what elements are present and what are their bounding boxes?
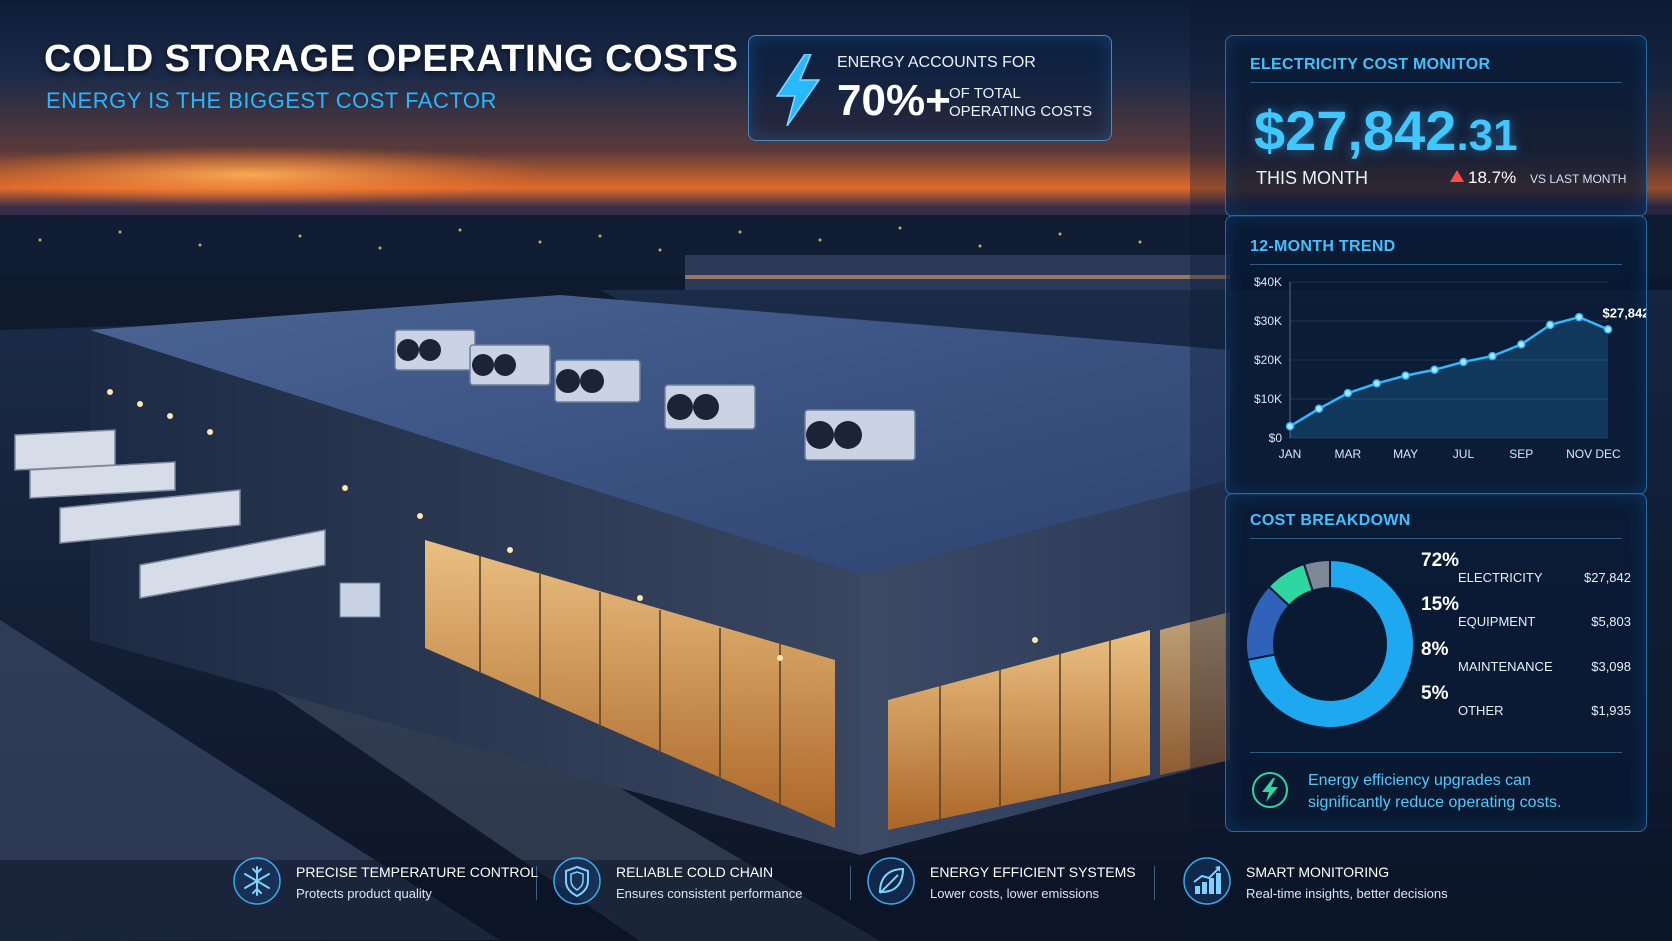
y-tick-label: $20K [1254, 353, 1282, 367]
cost-breakdown-panel: COST BREAKDOWN 72% ELECTRICITY $27,842 1… [1225, 493, 1647, 832]
breakdown-label: EQUIPMENT [1458, 614, 1536, 629]
data-point [1488, 351, 1497, 361]
energy-callout-tail-line1: OF TOTAL [949, 85, 1021, 102]
breakdown-value: $5,803 [1591, 614, 1631, 629]
trend-title: 12-MONTH TREND [1250, 238, 1396, 255]
amount-dollars: $27,842 [1254, 99, 1457, 162]
data-point [1285, 422, 1295, 431]
energy-callout-lead: ENERGY ACCOUNTS FOR [837, 54, 1036, 71]
data-point [1401, 371, 1410, 380]
feature-title: PRECISE TEMPERATURE CONTROL [296, 864, 539, 880]
feature-subtitle: Protects product quality [296, 886, 432, 901]
period-label: THIS MONTH [1256, 168, 1368, 188]
arrow-up-icon [1450, 170, 1464, 182]
data-point [1517, 340, 1526, 349]
data-point [1545, 320, 1555, 330]
x-tick-label: JUL [1453, 447, 1475, 461]
page-title: COLD STORAGE OPERATING COSTS [44, 38, 739, 80]
data-point [1459, 357, 1468, 367]
breakdown-pct: 5% [1421, 683, 1449, 704]
shield-icon [553, 857, 601, 905]
breakdown-label: MAINTENANCE [1458, 659, 1553, 674]
divider [1154, 866, 1155, 900]
trend-panel: 12-MONTH TREND $0 $10K $20K $30K $40K JAN MAR M… [1225, 215, 1647, 495]
feature-subtitle: Ensures consistent performance [616, 886, 803, 901]
trend-line-chart: $0 $10K $20K $30K $40K JAN MAR MAY JUL SEP NOV DEC $… [1254, 275, 1647, 461]
breakdown-value: $27,842 [1584, 570, 1631, 585]
breakdown-label: OTHER [1458, 703, 1504, 718]
lightning-bolt-icon [775, 54, 821, 126]
efficiency-tip: Energy efficiency upgrades can significa… [1308, 770, 1628, 814]
x-tick-label: MAY [1393, 447, 1418, 461]
x-tick-label: JAN [1279, 447, 1302, 461]
amount-cents: .31 [1456, 111, 1518, 160]
trend-line [1289, 315, 1609, 428]
energy-share-callout: ENERGY ACCOUNTS FOR 70%+ OF TOTAL OPERAT… [748, 35, 1112, 141]
feature-title: ENERGY EFFICIENT SYSTEMS [930, 864, 1136, 880]
efficiency-tip-line1: Energy efficiency upgrades can [1308, 772, 1531, 789]
donut-slice-electricity [1246, 558, 1415, 729]
energy-callout-tail: OF TOTAL OPERATING COSTS [949, 85, 1092, 121]
divider [1250, 264, 1622, 265]
energy-callout-tail-line2: OPERATING COSTS [949, 103, 1093, 120]
monitor-title: ELECTRICITY COST MONITOR [1250, 56, 1491, 73]
monthly-cost-amount: $27,842.31 [1254, 98, 1518, 163]
leaf-icon [867, 857, 915, 905]
data-point [1430, 365, 1439, 374]
breakdown-value: $3,098 [1591, 659, 1631, 674]
breakdown-row-maintenance: 8% MAINTENANCE $3,098 [1421, 639, 1631, 679]
breakdown-row-electricity: 72% ELECTRICITY $27,842 [1421, 550, 1631, 590]
x-tick-label: NOV [1566, 447, 1592, 461]
donut-hole [1275, 589, 1385, 699]
end-value-label: $27,842 [1603, 305, 1647, 320]
change-indicator: 18.7% [1450, 168, 1516, 188]
breakdown-row-other: 5% OTHER $1,935 [1421, 683, 1631, 723]
chart-growth-icon [1183, 857, 1231, 905]
cost-breakdown-donut-chart [1245, 558, 1415, 729]
data-point [1603, 325, 1613, 334]
breakdown-label: ELECTRICITY [1458, 570, 1543, 585]
efficiency-tip-line2: significantly reduce operating costs. [1308, 794, 1562, 811]
change-value: 18.7% [1468, 168, 1517, 187]
breakdown-pct: 8% [1421, 639, 1449, 660]
data-point [1314, 404, 1324, 413]
y-tick-label: $30K [1254, 314, 1282, 328]
energy-share-value: 70%+ [837, 76, 951, 125]
breakdown-pct: 72% [1421, 550, 1460, 571]
feature-subtitle: Lower costs, lower emissions [930, 886, 1100, 901]
electricity-cost-monitor-panel: ELECTRICITY COST MONITOR $27,842.31 THIS… [1225, 35, 1647, 217]
y-tick-label: $10K [1254, 392, 1282, 406]
comparison-label: VS LAST MONTH [1530, 172, 1627, 186]
feature-title: RELIABLE COLD CHAIN [616, 864, 774, 880]
breakdown-row-equipment: 15% EQUIPMENT $5,803 [1421, 594, 1631, 634]
x-tick-label: DEC [1595, 447, 1621, 461]
y-tick-label: $40K [1254, 275, 1282, 289]
feature-title: SMART MONITORING [1246, 864, 1390, 880]
snowflake-icon [233, 857, 281, 905]
divider [536, 866, 537, 900]
data-point [1574, 312, 1584, 322]
data-point [1372, 379, 1381, 388]
divider [1250, 752, 1622, 753]
divider [1250, 538, 1622, 539]
trend-area [1290, 317, 1608, 438]
donut-slice-other [1302, 558, 1331, 593]
divider [1250, 82, 1622, 83]
x-tick-label: SEP [1509, 447, 1533, 461]
breakdown-title: COST BREAKDOWN [1250, 512, 1411, 529]
x-tick-label: MAR [1334, 447, 1361, 461]
breakdown-value: $1,935 [1591, 703, 1631, 718]
y-tick-label: $0 [1269, 431, 1283, 445]
feature-subtitle: Real-time insights, better decisions [1246, 886, 1448, 901]
data-point [1343, 388, 1353, 398]
lightning-circle-icon [1252, 772, 1288, 808]
breakdown-pct: 15% [1421, 594, 1460, 615]
page-subtitle: ENERGY IS THE BIGGEST COST FACTOR [46, 88, 497, 113]
divider [850, 866, 851, 900]
